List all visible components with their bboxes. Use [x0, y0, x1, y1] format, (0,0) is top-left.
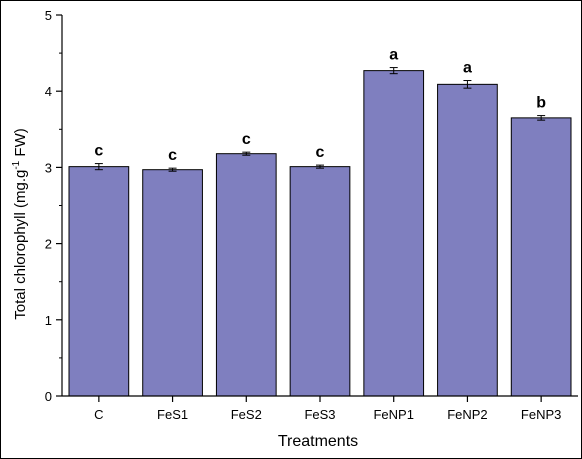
y-tick-label: 3 [45, 160, 52, 175]
y-tick-label: 1 [45, 313, 52, 328]
y-axis-label-main: Total chlorophyll (mg.g [12, 170, 29, 320]
y-tick-label: 5 [45, 8, 52, 23]
error-bar-fenp2 [463, 80, 472, 89]
x-tick-label-fenp1: FeNP1 [373, 407, 413, 422]
bars-layer [68, 70, 572, 397]
error-bar-fes3 [316, 164, 324, 169]
y-tick-label: 0 [45, 389, 52, 404]
error-bars-layer [94, 67, 546, 172]
x-ticks-layer: C FeS1 FeS2 FeS3 FeNP1 FeNP2 FeNP3 [94, 396, 561, 422]
y-axis-label-superscript: -1 [11, 160, 22, 169]
y-tick-label: 4 [45, 84, 52, 99]
bar-fenp2 [437, 83, 498, 397]
bar-c [68, 166, 130, 397]
x-tick-label-fes2: FeS2 [231, 407, 262, 422]
bar-fes1 [142, 169, 203, 397]
x-tick-label-fes3: FeS3 [304, 407, 335, 422]
y-axis-label-tail: FW) [12, 128, 29, 160]
x-tick-label-fenp2: FeNP2 [447, 407, 487, 422]
y-axis-label: Total chlorophyll (mg.g-1 FW) [11, 128, 29, 319]
bar-fes2 [215, 153, 277, 397]
significance-letters-layer: c c c c a a b [94, 47, 546, 165]
error-bar-fenp1 [389, 67, 398, 75]
x-tick-label-c: C [94, 407, 103, 422]
bar-fes3 [289, 166, 351, 397]
significance-letter-fes2: c [242, 131, 251, 148]
error-bar-fenp3 [537, 115, 546, 121]
x-tick-label-fenp3: FeNP3 [521, 407, 561, 422]
y-tick-label: 2 [45, 237, 52, 252]
y-ticks-layer: 0 1 2 3 4 5 [45, 8, 62, 404]
significance-letter-c: c [94, 143, 103, 160]
significance-letter-fenp1: a [389, 47, 398, 64]
error-bar-c [94, 163, 103, 171]
error-bar-fes1 [168, 167, 177, 172]
significance-letter-fes1: c [168, 147, 177, 164]
bar-fenp3 [510, 117, 572, 397]
error-bar-fes2 [242, 151, 251, 156]
x-tick-label-fes1: FeS1 [157, 407, 188, 422]
significance-letter-fenp3: b [536, 95, 546, 112]
bar-fenp1 [363, 70, 425, 397]
significance-letter-fenp2: a [463, 60, 472, 77]
x-axis-label: Treatments [278, 433, 358, 450]
significance-letter-fes3: c [316, 144, 325, 161]
